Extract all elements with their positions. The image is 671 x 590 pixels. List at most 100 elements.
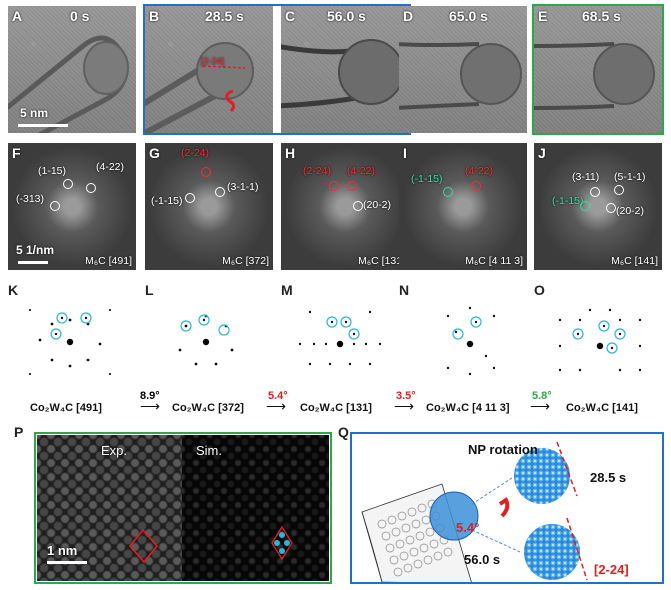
rotation-angle: 8.9° — [140, 390, 160, 402]
fft-index: (-1-15) — [151, 195, 183, 207]
sim-pattern-o — [558, 308, 642, 372]
timestamp: 56.0 s — [327, 8, 366, 24]
panel-letter: E — [538, 8, 548, 24]
timestamp: 28.5 s — [205, 8, 244, 24]
spot-ring — [443, 187, 453, 197]
sim-pattern-k — [28, 308, 112, 376]
panel-letter: D — [403, 8, 414, 24]
green-frame-e — [532, 4, 664, 135]
tem-image-b: B 28.5 s [2-24] — [145, 6, 273, 133]
panel-letter: L — [145, 282, 154, 298]
spot-ring — [471, 181, 481, 191]
spot-ring — [347, 181, 357, 191]
arrow-right-icon: ⟶ — [266, 398, 287, 414]
scale-label: 1 nm — [47, 543, 78, 558]
nanoparticle-28s — [514, 441, 578, 504]
panel-p-frame — [34, 432, 332, 584]
zone-axis-label: Co₂W₄C [491] — [30, 402, 102, 414]
rotation-angle: 5.8° — [532, 390, 552, 402]
fft-panel-f: F (1-15) (4-22) (-313) 5 1/nm M₆C [491] — [8, 143, 136, 270]
exp-label: Exp. — [101, 443, 128, 458]
spot-ring — [580, 201, 590, 211]
panel-letter: Q — [338, 424, 349, 440]
fft-index: (2-24) — [303, 165, 332, 177]
spot-ring — [606, 203, 616, 213]
panel-letter: O — [534, 282, 545, 298]
fft-index: (-1-15) — [552, 195, 584, 207]
timestamp: 0 s — [70, 8, 90, 24]
panel-letter: M — [281, 282, 293, 298]
fft-index: (-1-15) — [411, 173, 443, 185]
q-index: [2-24] — [594, 562, 629, 577]
spot-ring — [590, 187, 600, 197]
panel-letter: G — [149, 145, 160, 161]
panel-letter: J — [538, 145, 546, 161]
tem-image-c: C 56.0 s — [281, 6, 409, 133]
panel-q-frame — [350, 432, 664, 584]
rotation-arrow-icon — [498, 497, 510, 518]
zone-axis-label: Co₂W₄C [4 11 3] — [426, 402, 510, 414]
zone-axis-label: Co₂W₄C [141] — [566, 402, 638, 414]
rotation-angle: 5.4° — [268, 390, 288, 402]
panel-letter: P — [14, 424, 24, 440]
fft-panel-i: I (-1-15) (4-22) M₆C [4 11 3] — [399, 143, 527, 270]
nanoparticle-56s — [524, 517, 588, 581]
sim-pattern-l — [178, 314, 234, 366]
q-time-1: 28.5 s — [590, 470, 627, 485]
spot-ring — [215, 187, 225, 197]
spot-ring — [353, 201, 363, 211]
spot-ring — [86, 183, 96, 193]
panel-letter: A — [12, 8, 23, 24]
spot-ring — [63, 179, 73, 189]
zone-axis: M₆C [372] — [222, 255, 269, 267]
fft-index: (20-2) — [616, 205, 645, 217]
zone-axis: M₆C [4 11 3] — [465, 255, 523, 267]
tem-image-a: A 0 s 5 nm — [8, 6, 136, 133]
q-time-2: 56.0 s — [464, 552, 501, 567]
q-angle: 5.4° — [456, 520, 480, 535]
fft-index: (4-22) — [347, 165, 376, 177]
arrow-right-icon: ⟶ — [394, 398, 415, 414]
q-title: NP rotation — [468, 442, 538, 457]
panel-letter: F — [12, 145, 21, 161]
fft-index: (3-11) — [572, 171, 600, 183]
sim-label: Sim. — [196, 443, 222, 458]
zone-axis: M₆C [131] — [358, 255, 405, 267]
fft-panel-g: G (2-24) (3-1-1) (-1-15) M₆C [372] — [145, 143, 273, 270]
panel-letter: I — [403, 145, 407, 161]
zone-axis-label: Co₂W₄C [131] — [300, 402, 372, 414]
scale-bar — [47, 561, 87, 564]
nanotube-sketch — [8, 35, 129, 133]
spot-ring — [614, 185, 624, 195]
fft-index: (3-1-1) — [227, 181, 259, 193]
hrtem-experimental: Exp. 1 nm — [37, 435, 182, 581]
spot-ring — [185, 193, 195, 203]
fft-index: (20-2) — [363, 199, 392, 211]
panel-letter: N — [399, 282, 410, 298]
tem-image-e: E 68.5 s — [534, 6, 662, 133]
panel-letter: K — [8, 282, 19, 298]
fft-index: (4-22) — [465, 165, 494, 177]
arrow-right-icon: ⟶ — [140, 398, 161, 414]
sim-pattern-m — [298, 310, 382, 366]
timestamp: 65.0 s — [449, 8, 488, 24]
fft-index: (-313) — [16, 193, 45, 205]
spot-ring — [50, 201, 60, 211]
scale-bar — [18, 124, 68, 127]
tem-image-d: D 65.0 s — [399, 6, 527, 133]
scale-bar — [18, 261, 48, 264]
zone-axis: M₆C [141] — [611, 255, 658, 267]
nanoparticle — [430, 492, 478, 540]
panel-letter: H — [285, 145, 296, 161]
spot-ring — [201, 167, 211, 177]
arrow-right-icon: ⟶ — [530, 398, 551, 414]
sim-pattern-n — [446, 306, 496, 376]
scale-label: 5 1/nm — [16, 243, 55, 257]
fft-index: (2-24) — [181, 147, 210, 159]
panel-letter: B — [149, 8, 160, 24]
spot-ring — [329, 181, 339, 191]
fft-index: (4-22) — [96, 161, 125, 173]
fft-index: (1-15) — [38, 165, 67, 177]
fft-panel-j: J (3-11) (5-1-1) (-1-15) (20-2) M₆C [141… — [534, 143, 662, 270]
simulated-diffraction-row — [28, 306, 642, 376]
